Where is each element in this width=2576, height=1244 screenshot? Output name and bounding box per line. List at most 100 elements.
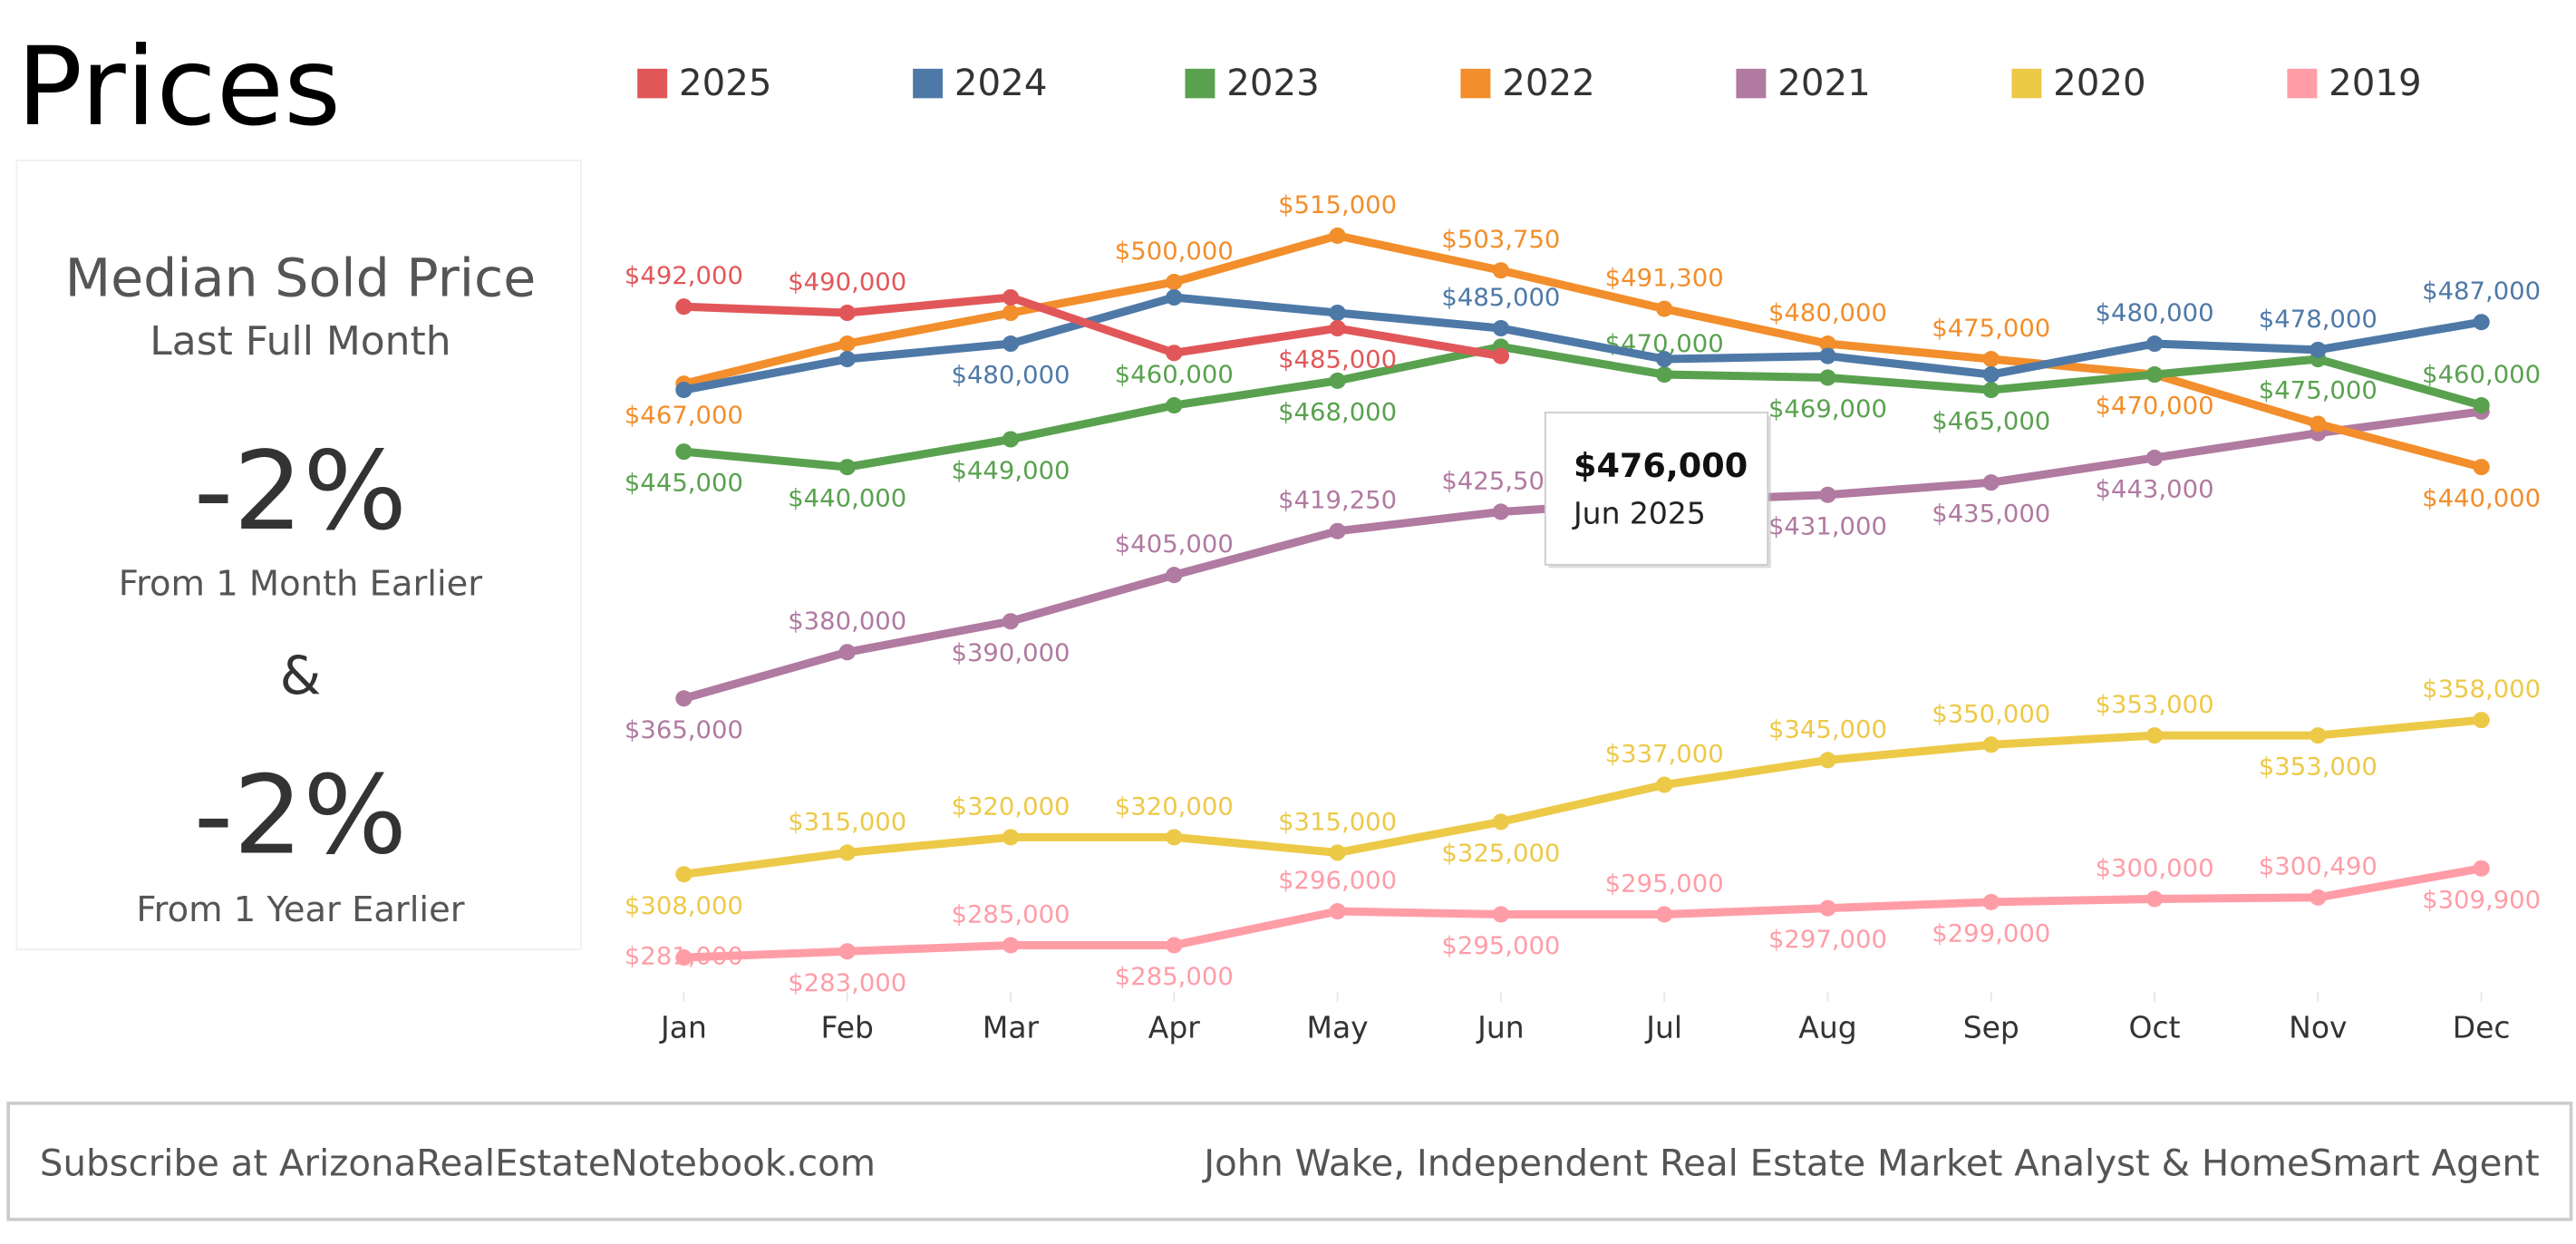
series-point bbox=[2145, 335, 2164, 353]
data-label: $431,000 bbox=[1768, 512, 1887, 540]
legend-label: 2025 bbox=[679, 63, 772, 104]
data-label: $460,000 bbox=[1115, 361, 1234, 389]
data-label: $491,300 bbox=[1605, 265, 1724, 293]
tooltip-value: $476,000 bbox=[1574, 446, 1748, 485]
legend-label: 2019 bbox=[2329, 63, 2422, 104]
data-label: $320,000 bbox=[952, 793, 1070, 821]
data-label: $480,000 bbox=[952, 362, 1070, 390]
x-tick-label: Jul bbox=[1644, 1011, 1682, 1045]
series-point bbox=[838, 304, 856, 322]
series-point bbox=[1166, 397, 1183, 414]
legend-swatch bbox=[1736, 68, 1767, 99]
data-label: $470,000 bbox=[2096, 393, 2214, 421]
data-label: $353,000 bbox=[2259, 753, 2377, 782]
page-title: Prices bbox=[16, 25, 341, 151]
data-label: $487,000 bbox=[2422, 277, 2541, 306]
series-point bbox=[1329, 903, 1346, 920]
series-point bbox=[1819, 899, 1836, 917]
series-point bbox=[2473, 459, 2490, 476]
footer-right: John Wake, Independent Real Estate Marke… bbox=[1201, 1143, 2540, 1185]
series-point bbox=[1166, 273, 1183, 291]
legend-swatch bbox=[2011, 68, 2042, 99]
series-point bbox=[838, 644, 856, 661]
x-tick-label: Apr bbox=[1148, 1011, 1201, 1045]
series-point bbox=[2473, 712, 2490, 729]
legend-swatch bbox=[637, 68, 668, 99]
series-point bbox=[838, 943, 856, 960]
data-label: $485,000 bbox=[1441, 284, 1560, 312]
series-point bbox=[2310, 341, 2327, 358]
panel-subheading: Last Full Month bbox=[150, 319, 450, 364]
series-point bbox=[1166, 829, 1183, 846]
panel-heading: Median Sold Price bbox=[65, 248, 537, 309]
series-line bbox=[683, 715, 2483, 879]
legend-label: 2020 bbox=[2053, 63, 2146, 104]
data-label: $419,250 bbox=[1278, 487, 1397, 515]
x-tick-label: Dec bbox=[2453, 1011, 2511, 1045]
series-point bbox=[1492, 262, 1510, 279]
legend-label: 2024 bbox=[954, 63, 1048, 104]
legend-label: 2023 bbox=[1226, 63, 1320, 104]
tooltip: $476,000 Jun 2025 bbox=[1544, 412, 1771, 569]
series-point bbox=[1166, 567, 1183, 584]
data-label: $309,900 bbox=[2422, 886, 2541, 914]
data-label: $285,000 bbox=[1115, 963, 1234, 991]
year-caption: From 1 Year Earlier bbox=[136, 890, 465, 930]
series-point bbox=[1492, 906, 1510, 923]
series-point bbox=[2310, 727, 2327, 744]
data-label: $390,000 bbox=[952, 639, 1070, 667]
series-point bbox=[1166, 345, 1183, 362]
month-change: -2% bbox=[194, 430, 407, 555]
series-point bbox=[1656, 366, 1673, 384]
plot: Jan Feb Mar Apr May Jun Jul Aug Sep Oct Nov Dec $281… bbox=[625, 191, 2541, 1045]
series-point bbox=[838, 335, 856, 353]
data-label: $300,000 bbox=[2096, 855, 2214, 883]
series-point bbox=[1656, 906, 1673, 923]
data-label: $337,000 bbox=[1605, 741, 1724, 769]
series-point bbox=[1166, 937, 1183, 954]
series-point bbox=[2145, 449, 2164, 466]
series-point bbox=[1329, 844, 1346, 861]
data-label: $449,000 bbox=[952, 457, 1070, 485]
data-label: $295,000 bbox=[1605, 870, 1724, 899]
series-point bbox=[1002, 613, 1020, 630]
series-point bbox=[1002, 335, 1020, 353]
month-caption: From 1 Month Earlier bbox=[119, 565, 483, 605]
data-label: $480,000 bbox=[2096, 299, 2214, 327]
data-label: $443,000 bbox=[2096, 476, 2214, 504]
data-label: $365,000 bbox=[625, 716, 743, 744]
data-label: $325,000 bbox=[1441, 840, 1560, 868]
data-label: $405,000 bbox=[1115, 530, 1234, 559]
data-label: $345,000 bbox=[1768, 715, 1887, 743]
data-label: $358,000 bbox=[2422, 675, 2541, 704]
series-point bbox=[1002, 304, 1020, 322]
series-point bbox=[1002, 288, 1020, 306]
series-point bbox=[1329, 319, 1346, 337]
data-label: $468,000 bbox=[1278, 399, 1397, 427]
footer-box bbox=[6, 1101, 2573, 1221]
series-point bbox=[1656, 351, 1673, 368]
data-label: $295,000 bbox=[1441, 932, 1560, 960]
data-label: $281,000 bbox=[625, 943, 743, 971]
series-point bbox=[1492, 347, 1510, 364]
series-point bbox=[838, 351, 856, 368]
data-label: $299,000 bbox=[1932, 920, 2050, 948]
data-label: $380,000 bbox=[788, 607, 906, 636]
series-point bbox=[675, 443, 692, 461]
series-point bbox=[1982, 351, 2000, 368]
series-point bbox=[1819, 335, 1836, 353]
data-label: $353,000 bbox=[2096, 691, 2214, 719]
data-label: $469,000 bbox=[1768, 395, 1887, 423]
legend-label: 2021 bbox=[1777, 63, 1871, 104]
series-point bbox=[675, 866, 692, 883]
x-tick-label: Nov bbox=[2289, 1011, 2347, 1045]
data-label: $440,000 bbox=[788, 485, 906, 513]
data-label: $320,000 bbox=[1115, 793, 1234, 821]
data-label: $490,000 bbox=[788, 268, 906, 296]
series-point bbox=[1656, 300, 1673, 317]
legend-swatch bbox=[1185, 68, 1215, 99]
x-tick-label: Mar bbox=[983, 1011, 1040, 1045]
series-point bbox=[1492, 319, 1510, 337]
data-label: $285,000 bbox=[952, 901, 1070, 929]
